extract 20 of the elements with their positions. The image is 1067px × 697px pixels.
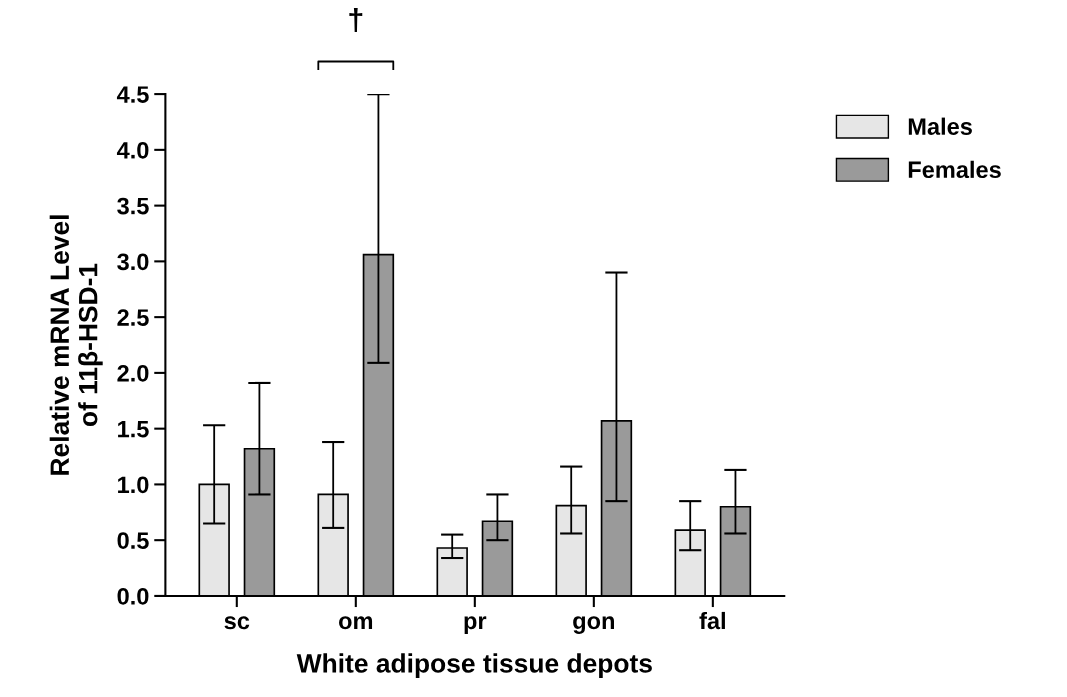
y-tick-label: 0.5 (117, 532, 149, 549)
y-tick-label: 4.5 (116, 86, 149, 103)
y-tick-label: 3.0 (117, 253, 149, 271)
y-tick-label: 1.5 (118, 420, 149, 438)
y-axis-title: Relative mRNA Level of 11β-HSD-1 (49, 215, 103, 475)
y-tick-label: 4.0 (116, 141, 149, 159)
text: † (349, 7, 363, 33)
y-tick-label: 2.5 (117, 309, 149, 326)
y-tick-label: 3.5 (117, 197, 149, 215)
y-tick-label: 2.0 (117, 364, 149, 382)
x-axis-title: White adipose tissue depots (296, 653, 652, 678)
x-tick-label: om (339, 616, 373, 630)
x-tick-label: sc (224, 616, 250, 630)
legend-label: Males (908, 117, 972, 135)
y-tick-label: 1.0 (118, 476, 149, 494)
legend-label: Females (908, 160, 1001, 179)
x-tick-label: fal (699, 611, 725, 630)
y-tick-label: 0.0 (117, 588, 149, 605)
x-tick-label: gon (573, 616, 614, 634)
x-tick-label: pr (464, 616, 487, 634)
